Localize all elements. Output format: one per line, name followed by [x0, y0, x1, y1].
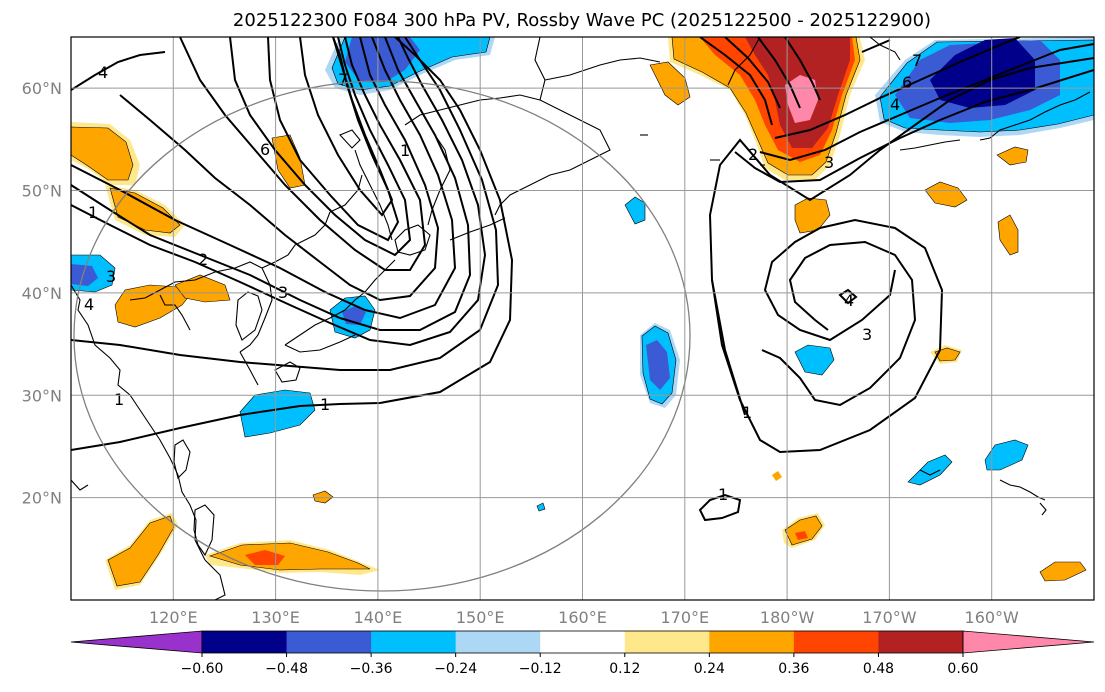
contour-label: 4 [890, 95, 900, 114]
anomaly-blob [924, 181, 968, 208]
colorbar-segment [793, 631, 879, 653]
contour-label: 2 [748, 145, 758, 164]
x-tick-label: 140°E [354, 608, 403, 627]
anomaly-blob [996, 146, 1029, 166]
anomaly-blob [209, 542, 371, 571]
anomaly-blob [71, 126, 134, 181]
contour-label: 7 [338, 70, 348, 89]
anomaly-blob [934, 347, 961, 362]
y-tick-label: 50°N [22, 182, 62, 201]
colorbar-tick-label: 0.60 [947, 661, 978, 677]
contour-label: 1 [88, 203, 98, 222]
colorbar-segment [455, 631, 541, 653]
colorbar-tick-label: 0.36 [778, 661, 809, 677]
colorbar-segment [624, 631, 710, 653]
y-tick-label: 40°N [22, 284, 62, 303]
pv-contours [71, 37, 1094, 522]
y-tick-label: 60°N [22, 79, 62, 98]
contour-label: 4 [84, 295, 94, 314]
contour-label: 6 [260, 140, 270, 159]
x-tick-label: 160°E [558, 608, 607, 627]
contour-label: 3 [862, 325, 872, 344]
y-tick-label: 30°N [22, 386, 62, 405]
y-tick-labels: 20°N 30°N 40°N 50°N 60°N [22, 79, 62, 507]
y-tick-label: 20°N [22, 489, 62, 508]
anomaly-blob [109, 187, 181, 234]
anomaly-blob [784, 515, 823, 546]
x-tick-label: 170°E [660, 608, 709, 627]
x-tick-label: 130°E [251, 608, 300, 627]
colorbar-extend-low [70, 630, 203, 654]
anomaly-blob [71, 264, 98, 286]
anomaly-blob [997, 214, 1019, 256]
anomaly-blob [536, 502, 546, 512]
x-tick-label: 180°W [760, 608, 815, 627]
anomaly-blob [907, 454, 953, 486]
contour-label: 4 [844, 291, 854, 310]
colorbar-frame [201, 630, 964, 654]
anomaly-blob [174, 274, 231, 303]
colorbar-tick-label: −0.60 [181, 661, 224, 677]
anomaly-blob [245, 550, 285, 565]
colorbar-segment [709, 631, 795, 653]
contour-label: 3 [824, 153, 834, 172]
anomaly-blob [795, 531, 808, 540]
colorbar-extend-high [962, 630, 1095, 654]
anomaly-blob [239, 389, 316, 438]
colorbar-segment [878, 631, 964, 653]
anomaly-blob [794, 344, 835, 376]
contour-label: 3 [106, 267, 116, 286]
colorbar-tick-label: −0.24 [434, 661, 477, 677]
contour-label: 7 [912, 51, 922, 70]
x-tick-label: 160°W [965, 608, 1020, 627]
colorbar-tick-label: −0.36 [350, 661, 393, 677]
anomaly-blob [772, 471, 782, 481]
anomaly-blob [107, 515, 175, 587]
contour-label: 1 [114, 390, 124, 409]
graticule [71, 37, 1094, 600]
anomaly-blob [785, 75, 818, 123]
contour-label: 1 [742, 403, 752, 422]
contour-label: 4 [98, 63, 108, 82]
map-frame [70, 36, 1095, 601]
colorbar-segment [202, 631, 288, 653]
contour-label: 6 [902, 73, 912, 92]
anomaly-blob [114, 284, 191, 328]
colorbar-tick-label: 0.48 [863, 661, 894, 677]
colorbar-tick-label: −0.48 [265, 661, 308, 677]
x-tick-label: 120°E [149, 608, 198, 627]
anomaly-blob [649, 61, 691, 106]
pv-anomaly-shading [71, 37, 1094, 590]
x-tick-labels: 120°E 130°E 140°E 150°E 160°E 170°E 180°W 170°W… [149, 608, 1019, 627]
colorbar-segment [286, 631, 372, 653]
contour-labels: 4 7 1 6 2 3 4 1 1 3 2 4 3 1 1 7 6 4 3 1 [84, 51, 922, 504]
contour-label: 2 [198, 250, 208, 269]
colorbar-tick-label: 0.24 [694, 661, 725, 677]
rossby-wave-region-ellipse [73, 80, 691, 592]
anomaly-blob [624, 196, 646, 225]
contour-label: 1 [400, 141, 410, 160]
x-tick-label: 170°W [862, 608, 917, 627]
anomaly-blob [1039, 561, 1087, 582]
colorbar-segment [371, 631, 457, 653]
colorbar-tick-label: −0.12 [519, 661, 562, 677]
x-tick-label: 150°E [456, 608, 505, 627]
contour-label: 1 [320, 395, 330, 414]
colorbar-segment [540, 631, 626, 653]
chart-title: 2025122300 F084 300 hPa PV, Rossby Wave … [233, 10, 931, 31]
anomaly-blob [312, 490, 334, 504]
colorbar: −0.60 −0.48 −0.36 −0.24 −0.12 0.12 0.24 0.36 0.4… [70, 630, 1095, 677]
anomaly-blob [646, 340, 670, 390]
anomaly-blob [984, 439, 1029, 471]
colorbar-tick-label: 0.12 [609, 661, 640, 677]
contour-label: 1 [718, 485, 728, 504]
